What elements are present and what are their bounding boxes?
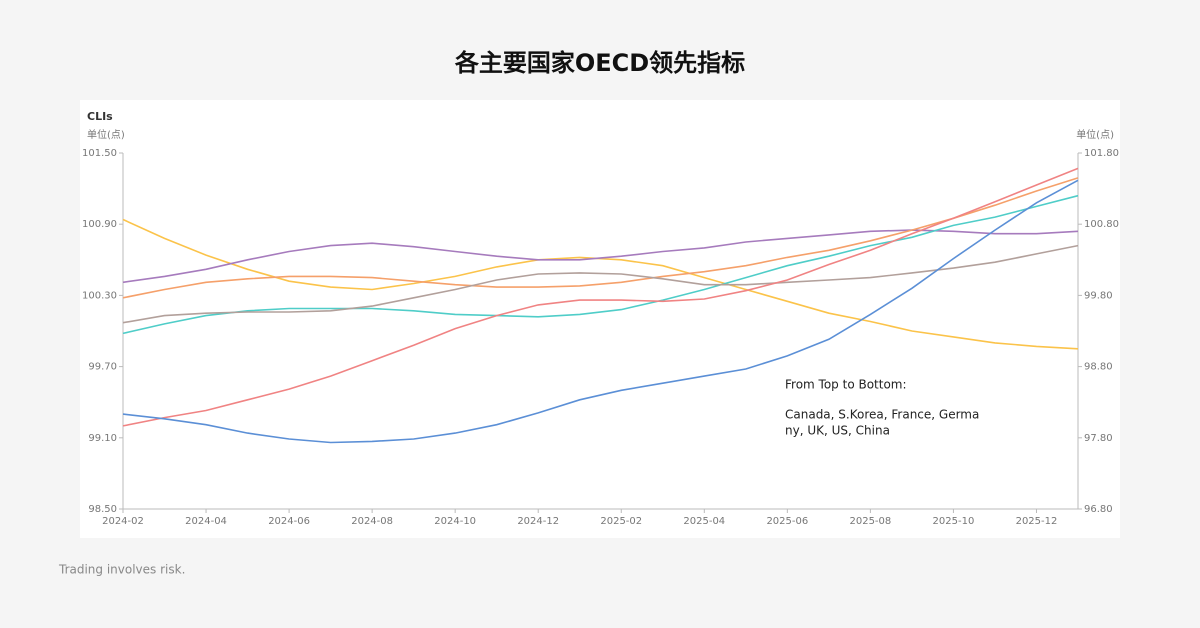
x-tick-label: 2024-06 xyxy=(268,516,310,527)
x-tick-label: 2024-08 xyxy=(351,516,393,527)
y2-tick-label: 99.80 xyxy=(1084,290,1113,301)
y2-axis-label: 单位(点) xyxy=(1076,128,1114,141)
y-tick-label: 100.30 xyxy=(82,290,117,301)
y2-tick-label: 98.80 xyxy=(1084,362,1113,373)
y-tick-label: 101.50 xyxy=(82,148,117,159)
x-tick-label: 2024-12 xyxy=(517,516,559,527)
y2-tick-label: 96.80 xyxy=(1084,504,1113,515)
y2-tick-label: 100.80 xyxy=(1084,219,1119,230)
x-tick-label: 2025-04 xyxy=(683,516,725,527)
x-tick-label: 2025-06 xyxy=(766,516,808,527)
y-tick-label: 99.10 xyxy=(88,433,117,444)
series-line xyxy=(122,177,1079,299)
series-line xyxy=(122,194,1079,335)
annotation: Canada, S.Korea, France, Germa xyxy=(785,408,979,422)
annotation: ny, UK, US, China xyxy=(785,424,890,438)
x-tick-label: 2025-10 xyxy=(933,516,975,527)
y2-tick-label: 101.80 xyxy=(1084,148,1119,159)
x-tick-label: 2024-04 xyxy=(185,516,227,527)
x-tick-label: 2025-08 xyxy=(849,516,891,527)
chart-title: 各主要国家OECD领先指标 xyxy=(454,49,745,77)
y-axis-label: 单位(点) xyxy=(87,128,125,141)
series-line xyxy=(122,244,1079,324)
y-tick-label: 100.90 xyxy=(82,219,117,230)
x-tick-label: 2024-10 xyxy=(434,516,476,527)
annotation: From Top to Bottom: xyxy=(785,378,907,392)
subtitle: CLIs xyxy=(87,110,113,123)
x-tick-label: 2025-02 xyxy=(600,516,642,527)
x-tick-label: 2024-02 xyxy=(102,516,144,527)
x-tick-label: 2025-12 xyxy=(1016,516,1058,527)
series-line xyxy=(122,167,1079,427)
panel xyxy=(80,100,1120,538)
y-tick-label: 98.50 xyxy=(88,504,117,515)
footer: Trading involves risk. xyxy=(58,563,185,577)
series-line xyxy=(122,179,1079,444)
y2-tick-label: 97.80 xyxy=(1084,433,1113,444)
y-tick-label: 99.70 xyxy=(88,362,117,373)
